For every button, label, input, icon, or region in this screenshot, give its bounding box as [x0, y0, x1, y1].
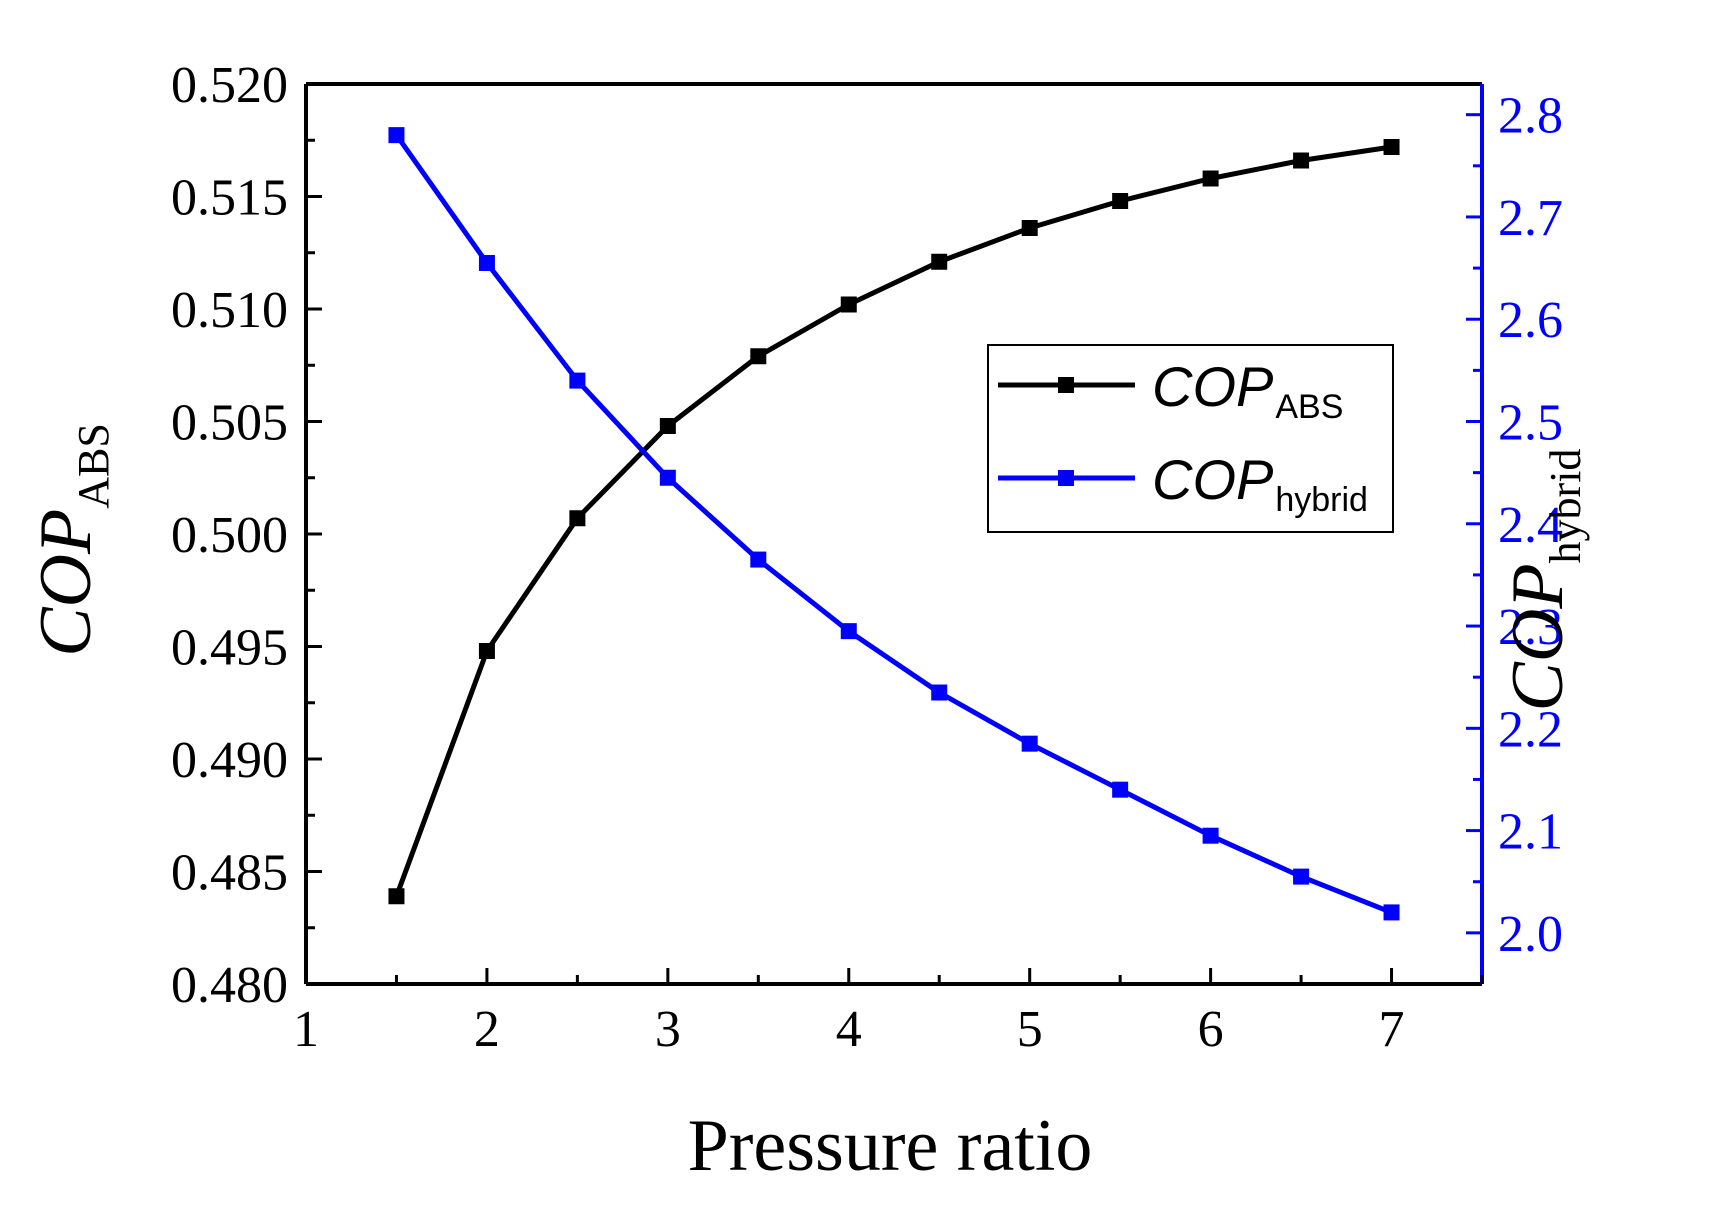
left-tick-label: 0.490 — [171, 732, 288, 789]
svg-text:COPhybrid: COPhybrid — [1497, 449, 1590, 712]
data-point — [1202, 827, 1219, 844]
left-tick-label: 0.500 — [171, 507, 288, 564]
x-tick-label: 1 — [293, 1001, 319, 1058]
svg-text:COPhybrid: COPhybrid — [1152, 448, 1368, 519]
data-point — [659, 418, 676, 434]
right-axis-title-sub: hybrid — [1541, 449, 1590, 564]
data-point — [569, 372, 586, 389]
data-point — [840, 623, 857, 640]
x-axis-title: Pressure ratio — [688, 1105, 1093, 1187]
left-axis-title-sub: ABS — [69, 423, 118, 509]
legend: COPABS COPhybrid — [987, 344, 1394, 533]
left-axis-title-main: COP — [25, 509, 107, 657]
plot-frame — [304, 82, 1484, 986]
right-tick-label: 2.2 — [1498, 701, 1563, 758]
series-cop-abs — [388, 139, 1400, 905]
data-point — [840, 296, 857, 313]
data-point — [1293, 868, 1310, 885]
series-cop-hybrid — [388, 127, 1400, 921]
data-point — [388, 127, 405, 144]
data-point — [478, 643, 495, 659]
series-line-cop-hybrid — [394, 133, 1393, 915]
right-tick-label: 2.6 — [1498, 292, 1563, 349]
x-tick-label: 3 — [655, 1001, 681, 1058]
left-tick-label: 0.480 — [171, 957, 288, 1014]
left-tick-label: 0.495 — [171, 620, 288, 677]
left-axis-title: COPABS — [25, 423, 118, 657]
data-point — [1021, 220, 1038, 236]
data-point — [569, 510, 586, 527]
right-tick-label: 2.0 — [1498, 906, 1563, 963]
right-tick-label: 2.8 — [1498, 88, 1563, 145]
data-point — [388, 888, 405, 905]
left-tick-label: 0.515 — [171, 170, 288, 227]
data-point — [1112, 193, 1129, 209]
x-tick-label: 2 — [474, 1001, 500, 1058]
right-tick-label: 2.3 — [1498, 599, 1563, 656]
series-line-cop-abs — [394, 144, 1392, 898]
x-tick-label: 7 — [1379, 1001, 1405, 1058]
right-tick-label: 2.7 — [1498, 190, 1563, 247]
data-point — [659, 469, 676, 486]
x-tick-label: 6 — [1198, 1001, 1224, 1058]
x-tick-label: 4 — [836, 1001, 862, 1058]
legend-label-cop-abs-sub: ABS — [1275, 388, 1343, 426]
left-axis-ticks: 0.480 0.485 0.490 0.495 0.500 0.505 0.510 0.515… — [171, 57, 322, 1014]
data-point — [750, 551, 767, 568]
right-axis-ticks: 2.0 2.1 2.2 2.3 2.4 2.5 2.6 2.7 2.8 — [1466, 88, 1563, 963]
data-point — [931, 253, 948, 270]
svg-text:COPABS: COPABS — [25, 423, 118, 657]
data-point — [1383, 904, 1400, 921]
data-point — [478, 254, 495, 271]
right-axis-title: COPhybrid — [1497, 449, 1590, 712]
series-layer — [388, 127, 1400, 921]
legend-marker-cop-abs — [1058, 377, 1074, 393]
left-tick-label: 0.485 — [171, 845, 288, 902]
legend-label-cop-hybrid-sub: hybrid — [1275, 481, 1368, 519]
right-tick-label: 2.1 — [1498, 804, 1563, 861]
legend-label-cop-abs-main: COP — [1152, 355, 1273, 418]
legend-item-cop-abs: COPABS — [998, 355, 1343, 426]
data-point — [1293, 152, 1310, 169]
right-tick-label: 2.5 — [1498, 395, 1563, 452]
x-axis-ticks: 1 2 3 4 5 6 7 — [293, 968, 1484, 1058]
data-point — [1021, 735, 1038, 752]
data-point — [931, 684, 948, 701]
data-point — [750, 348, 767, 365]
legend-marker-cop-hybrid — [1058, 470, 1074, 486]
left-tick-label: 0.510 — [171, 282, 288, 339]
legend-item-cop-hybrid: COPhybrid — [998, 448, 1368, 519]
data-point — [1383, 139, 1400, 155]
right-tick-label: 2.4 — [1498, 497, 1563, 554]
right-axis-title-main: COP — [1497, 563, 1579, 711]
svg-text:COPABS: COPABS — [1152, 355, 1343, 426]
x-tick-label: 5 — [1017, 1001, 1043, 1058]
data-point — [1112, 781, 1129, 798]
legend-box — [987, 344, 1394, 533]
left-tick-label: 0.505 — [171, 395, 288, 452]
left-tick-label: 0.520 — [171, 57, 288, 114]
legend-label-cop-hybrid-main: COP — [1152, 448, 1273, 511]
data-point — [1202, 170, 1219, 187]
